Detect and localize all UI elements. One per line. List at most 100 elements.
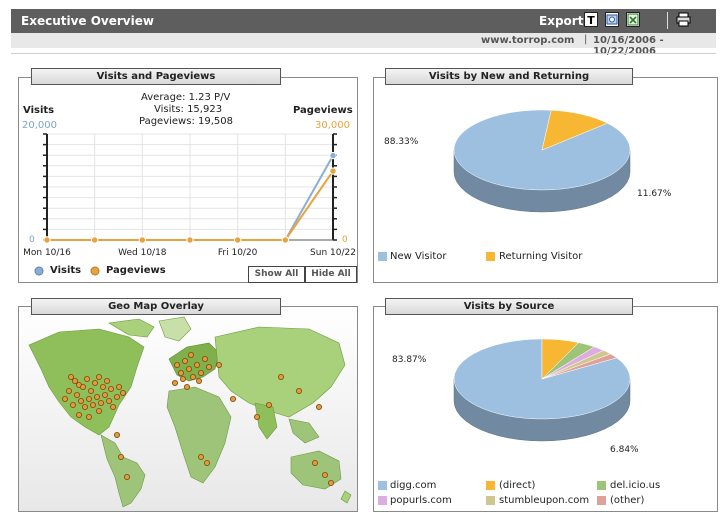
geo-city-marker[interactable]	[108, 386, 115, 393]
legend-digg[interactable]: digg.com	[390, 480, 437, 491]
text-export-icon[interactable]: T	[584, 12, 598, 27]
geo-city-marker[interactable]	[90, 402, 97, 409]
data-point-pageviews[interactable]	[329, 167, 337, 175]
new-returning-title: Visits by New and Returning	[385, 68, 633, 85]
geo-city-marker[interactable]	[173, 362, 180, 369]
geo-city-marker[interactable]	[253, 414, 260, 421]
geo-city-marker[interactable]	[124, 473, 131, 480]
geo-city-marker[interactable]	[265, 402, 272, 409]
legend-other-swatch	[597, 496, 606, 505]
geo-city-marker[interactable]	[181, 358, 188, 365]
hide-all-button[interactable]: Hide All	[305, 266, 357, 283]
geo-city-marker[interactable]	[102, 392, 109, 399]
geo-city-marker[interactable]	[98, 400, 105, 407]
geo-city-marker[interactable]	[203, 459, 210, 466]
legend-direct[interactable]: (direct)	[499, 480, 536, 491]
geo-city-marker[interactable]	[193, 362, 200, 369]
legend-delicious[interactable]: del.icio.us	[610, 480, 661, 491]
geo-city-marker[interactable]	[201, 356, 208, 363]
geo-city-marker[interactable]	[114, 432, 121, 439]
geo-city-marker[interactable]	[96, 374, 103, 381]
geo-city-marker[interactable]	[195, 378, 202, 385]
date-range[interactable]: 10/16/2006 - 10/22/2006	[593, 35, 664, 57]
geo-city-marker[interactable]	[215, 362, 222, 369]
right-axis-min: 0	[342, 235, 348, 245]
geo-city-marker[interactable]	[116, 384, 123, 391]
geo-city-marker[interactable]	[82, 404, 89, 411]
visits-by-source-pie	[453, 338, 631, 442]
geo-city-marker[interactable]	[106, 398, 113, 405]
data-point-pageviews[interactable]	[138, 236, 147, 244]
legend-new-visitor[interactable]: New Visitor	[390, 251, 447, 262]
geo-city-marker[interactable]	[197, 370, 204, 377]
geo-city-marker[interactable]	[229, 396, 236, 403]
geo-city-marker[interactable]	[86, 414, 93, 421]
print-icon[interactable]	[676, 12, 691, 27]
geo-city-marker[interactable]	[92, 380, 99, 387]
data-point-pageviews[interactable]	[90, 236, 99, 244]
geo-city-marker[interactable]	[311, 459, 318, 466]
pie-slice[interactable]	[541, 353, 618, 380]
geo-city-marker[interactable]	[177, 370, 184, 377]
geo-city-marker[interactable]	[80, 384, 87, 391]
x-tick-label: Mon 10/16	[23, 248, 71, 258]
geo-city-marker[interactable]	[110, 404, 117, 411]
geo-city-marker[interactable]	[88, 388, 95, 395]
geo-city-marker[interactable]	[94, 394, 101, 401]
geo-city-marker[interactable]	[187, 352, 194, 359]
geo-city-marker[interactable]	[66, 388, 73, 395]
xml-export-icon[interactable]	[605, 12, 619, 27]
legend-popurls[interactable]: popurls.com	[390, 495, 452, 506]
geo-city-marker[interactable]	[197, 453, 204, 460]
geo-city-marker[interactable]	[70, 402, 77, 409]
legend-other[interactable]: (other)	[610, 495, 645, 506]
digg-pct: 83.87%	[392, 355, 427, 365]
geo-city-marker[interactable]	[295, 388, 302, 395]
new-returning-pie	[453, 109, 631, 213]
data-point-pageviews[interactable]	[233, 236, 242, 244]
geo-city-marker[interactable]	[315, 404, 322, 411]
geo-city-marker[interactable]	[100, 384, 107, 391]
geo-city-marker[interactable]	[120, 390, 127, 397]
geo-city-marker[interactable]	[183, 384, 190, 391]
geo-city-marker[interactable]	[277, 374, 284, 381]
show-all-button[interactable]: Show All	[248, 266, 305, 283]
geo-city-marker[interactable]	[118, 453, 125, 460]
data-point-pageviews[interactable]	[43, 236, 51, 244]
geo-city-marker[interactable]	[179, 376, 186, 383]
data-point-pageviews[interactable]	[281, 236, 290, 244]
returning-visitor-pct: 11.67%	[637, 189, 672, 199]
geo-city-marker[interactable]	[104, 378, 111, 385]
geo-city-marker[interactable]	[189, 374, 196, 381]
legend-pageviews[interactable]: Pageviews	[106, 265, 166, 276]
legend-returning-visitor-swatch	[486, 252, 495, 261]
x-tick-label: Wed 10/18	[118, 248, 167, 258]
geo-city-marker[interactable]	[205, 364, 212, 371]
geo-city-marker[interactable]	[68, 374, 75, 381]
data-point-visits[interactable]	[329, 151, 337, 160]
geo-city-marker[interactable]	[171, 380, 178, 387]
geo-city-marker[interactable]	[327, 479, 334, 486]
legend-returning-visitor[interactable]: Returning Visitor	[499, 251, 583, 262]
geo-city-marker[interactable]	[321, 471, 328, 478]
data-point-pageviews[interactable]	[186, 236, 194, 244]
geo-city-marker[interactable]	[74, 392, 81, 399]
geo-city-marker[interactable]	[185, 366, 192, 373]
left-axis-min: 0	[29, 235, 35, 245]
geo-city-marker[interactable]	[62, 396, 69, 403]
geo-city-marker[interactable]	[96, 408, 103, 415]
geo-city-marker[interactable]	[78, 398, 85, 405]
visits-pageviews-chart: Mon 10/16 Wed 10/18 Fri 10/20 Sun 10/22	[23, 133, 356, 258]
legend-stumbleupon[interactable]: stumbleupon.com	[499, 495, 590, 506]
geo-city-marker[interactable]	[84, 376, 91, 383]
geo-city-marker[interactable]	[76, 412, 83, 419]
excel-export-icon[interactable]	[626, 12, 640, 27]
world-map[interactable]	[19, 307, 357, 511]
geo-city-marker[interactable]	[114, 394, 121, 401]
legend-visits[interactable]: Visits	[50, 265, 82, 276]
visits-legend-marker	[34, 266, 44, 276]
average-stat: Average: 1.23 P/V	[141, 92, 231, 103]
geo-city-marker[interactable]	[86, 396, 93, 403]
geo-city-marker[interactable]	[72, 378, 79, 385]
pie-slice[interactable]	[541, 109, 608, 151]
